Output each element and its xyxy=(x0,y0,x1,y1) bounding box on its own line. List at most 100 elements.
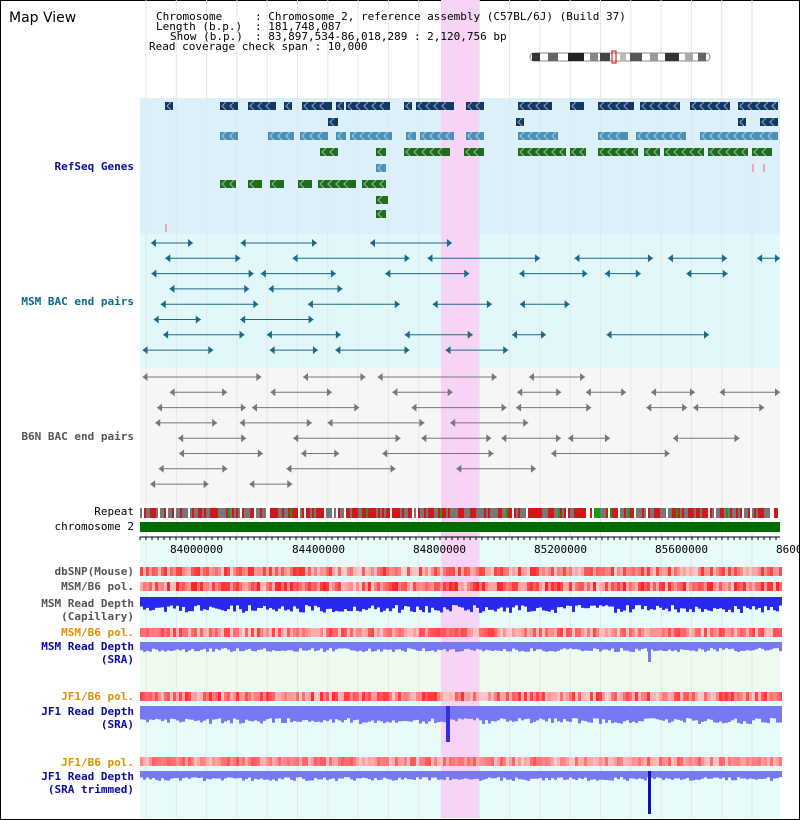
jf1-trim-pol-cell xyxy=(368,757,371,766)
gene-strand-arrow xyxy=(749,131,755,141)
jf1-trim-depth-bar xyxy=(554,771,557,780)
dbsnp-cell xyxy=(293,567,296,576)
dbsnp-cell xyxy=(680,567,683,576)
msm-pol-cell xyxy=(326,582,329,591)
jf1-trim-depth-bar xyxy=(206,771,209,779)
msm-pol-cell xyxy=(227,582,230,591)
jf1-trim-depth-bar xyxy=(665,771,668,779)
dbsnp-cell xyxy=(317,567,320,576)
jf1-trim-depth-bar xyxy=(749,771,752,779)
jf1-pol-cell xyxy=(473,692,476,701)
msm-sra-pol-cell xyxy=(722,628,725,637)
ideogram-band xyxy=(590,53,598,61)
dbsnp-label[interactable]: dbSNP(Mouse) xyxy=(54,565,134,578)
jf1-trim-pol-cell xyxy=(464,757,467,766)
msm-pol-cell xyxy=(533,582,536,591)
jf1-depth-bar xyxy=(254,706,257,721)
msm-capillary-depth-bar xyxy=(254,597,257,611)
msm-depth-sra-label[interactable]: MSM Read Depth xyxy=(41,640,134,653)
msm-pol-cell xyxy=(560,582,563,591)
jf1-trim-pol-cell xyxy=(737,757,740,766)
dbsnp-cell xyxy=(173,567,176,576)
jf1-trim-depth-bar xyxy=(251,771,254,781)
jf1-trim-depth-label[interactable]: JF1 Read Depth xyxy=(41,770,134,783)
msm-depth-capillary-label[interactable]: MSM Read Depth xyxy=(41,597,134,610)
refseq-genes-label[interactable]: RefSeq Genes xyxy=(54,160,134,173)
jf1-trim-depth-bar xyxy=(548,771,551,781)
dbsnp-cell xyxy=(314,567,317,576)
repeat-element xyxy=(462,508,464,518)
jf1-trim-pol-cell xyxy=(488,757,491,766)
msm-sra-pol-cell xyxy=(302,628,305,637)
dbsnp-cell xyxy=(365,567,368,576)
msm-bac-pair-end xyxy=(163,330,169,339)
repeat-element xyxy=(712,508,714,518)
repeat-element xyxy=(184,508,186,518)
msm-capillary-depth-bar xyxy=(590,597,593,606)
jf1-pol-cell xyxy=(455,692,458,701)
msm-sra-depth-bar xyxy=(503,642,506,649)
msm-sra-depth-bar xyxy=(749,642,752,651)
jf1-trim-pol-cell xyxy=(482,757,485,766)
msm-sra-pol-cell xyxy=(389,628,392,637)
jf1-depth-bar xyxy=(221,706,224,724)
jf1-b6-pol-trim-label[interactable]: JF1/B6 pol. xyxy=(61,756,134,769)
msm-capillary-depth-bar xyxy=(221,597,224,611)
jf1-depth-bar xyxy=(632,706,635,722)
msm-b6-pol-sra-label[interactable]: MSM/B6 pol. xyxy=(61,626,134,639)
b6n-bac-label[interactable]: B6N BAC end pairs xyxy=(21,430,134,443)
jf1-trim-pol-cell xyxy=(731,757,734,766)
msm-capillary-depth-bar xyxy=(734,597,737,607)
msm-b6-pol-label[interactable]: MSM/B6 pol. xyxy=(61,580,134,593)
msm-bac-label[interactable]: MSM BAC end pairs xyxy=(21,295,134,308)
jf1-depth-label[interactable]: JF1 Read Depth xyxy=(41,705,134,718)
msm-pol-cell xyxy=(566,582,569,591)
msm-pol-cell xyxy=(143,582,146,591)
msm-capillary-depth-bar xyxy=(452,597,455,606)
msm-capillary-depth-bar xyxy=(548,597,551,612)
gene-strand-arrow xyxy=(249,101,255,111)
msm-capillary-depth-bar xyxy=(653,597,656,610)
msm-pol-cell xyxy=(641,582,644,591)
msm-sra-depth-bar xyxy=(632,642,635,652)
dbsnp-cell xyxy=(740,567,743,576)
msm-sra-pol-cell xyxy=(656,628,659,637)
msm-sra-depth-bar xyxy=(443,642,446,650)
jf1-trim-pol-cell xyxy=(698,757,701,766)
repeat-element xyxy=(578,508,580,518)
msm-capillary-depth-bar xyxy=(404,597,407,607)
msm-pol-cell xyxy=(338,582,341,591)
msm-sra-pol-cell xyxy=(434,628,437,637)
jf1-trim-pol-cell xyxy=(161,757,164,766)
dbsnp-cell xyxy=(233,567,236,576)
jf1-depth-bar xyxy=(758,706,761,719)
msm-pol-cell xyxy=(161,582,164,591)
repeat-element xyxy=(608,508,610,518)
msm-sra-depth-bar xyxy=(743,642,746,651)
jf1-trim-depth-bar xyxy=(386,771,389,779)
msm-sra-depth-bar xyxy=(407,642,410,649)
jf1-trim-depth-bar xyxy=(557,771,560,778)
jf1-b6-pol-label[interactable]: JF1/B6 pol. xyxy=(61,690,134,703)
gene-strand-arrow xyxy=(319,101,325,111)
b6n-bac-pair-end xyxy=(585,388,591,397)
jf1-trim-depth-bar xyxy=(431,771,434,778)
msm-sra-pol-cell xyxy=(698,628,701,637)
msm-bac-pair-end xyxy=(757,254,763,263)
msm-sra-depth-bar xyxy=(761,642,764,649)
jf1-pol-cell xyxy=(404,692,407,701)
msm-bac-pair-end xyxy=(467,330,473,339)
msm-sra-pol-cell xyxy=(710,628,713,637)
jf1-pol-cell xyxy=(611,692,614,701)
repeat-element xyxy=(412,508,414,518)
msm-sra-depth-bar xyxy=(515,642,518,650)
dbsnp-cell xyxy=(299,567,302,576)
jf1-trim-pol-cell xyxy=(242,757,245,766)
jf1-pol-cell xyxy=(398,692,401,701)
msm-sra-depth-bar xyxy=(695,642,698,652)
msm-sra-depth-bar xyxy=(650,642,653,650)
b6n-bac-pair-end xyxy=(240,403,246,412)
msm-sra-pol-cell xyxy=(428,628,431,637)
msm-sra-depth-bar xyxy=(776,642,779,649)
